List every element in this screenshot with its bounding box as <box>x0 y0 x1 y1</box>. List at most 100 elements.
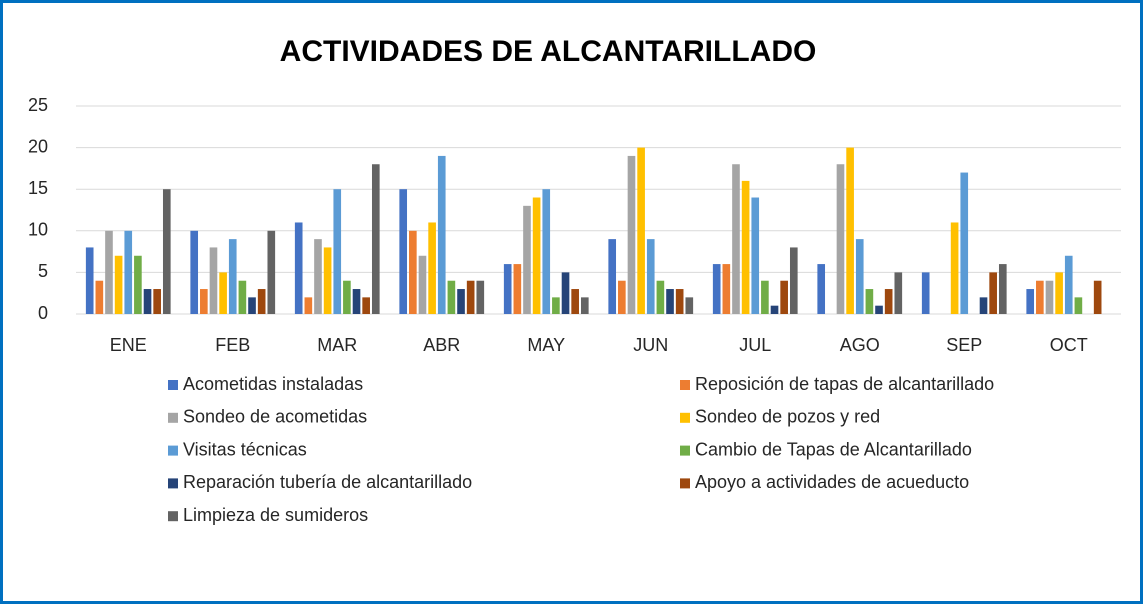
bar <box>571 289 579 314</box>
bar <box>979 297 988 314</box>
bar <box>722 264 731 314</box>
bar <box>437 155 446 314</box>
bar <box>85 247 94 314</box>
legend-label: Acometidas instaladas <box>183 374 363 394</box>
bar <box>362 297 370 314</box>
bar <box>1093 280 1102 314</box>
bar <box>656 280 665 314</box>
y-tick-label: 0 <box>38 303 48 323</box>
bar <box>998 264 1007 314</box>
x-tick-label: JUN <box>633 335 668 355</box>
bar <box>209 247 218 314</box>
bar <box>124 230 133 314</box>
bar <box>637 147 645 314</box>
chart-title: ACTIVIDADES DE ALCANTARILLADO <box>280 35 817 68</box>
bar <box>200 289 208 314</box>
bar <box>143 289 152 314</box>
bar <box>371 164 380 314</box>
legend-label: Sondeo de pozos y red <box>695 407 880 427</box>
legend-swatch <box>168 511 178 522</box>
bar <box>846 147 854 314</box>
bar <box>267 230 276 314</box>
bar <box>960 172 969 314</box>
bar <box>675 289 684 314</box>
bar <box>134 255 142 314</box>
bar <box>627 155 636 314</box>
bar <box>343 280 351 314</box>
x-tick-label: ENE <box>110 335 147 355</box>
bar <box>114 255 123 314</box>
bar <box>466 280 475 314</box>
bar <box>712 264 721 314</box>
x-tick-label: MAR <box>317 335 357 355</box>
bar <box>323 247 332 314</box>
bar <box>1026 289 1035 314</box>
x-tick-label: JUL <box>739 335 771 355</box>
bar <box>646 239 655 314</box>
bar <box>580 297 589 314</box>
bar <box>294 222 303 314</box>
bar <box>855 239 864 314</box>
legend-label: Cambio de Tapas de Alcantarillado <box>695 439 972 459</box>
bar <box>447 280 456 314</box>
bar <box>257 289 266 314</box>
bar <box>162 189 171 314</box>
bar <box>1045 280 1054 314</box>
bar <box>190 230 199 314</box>
bar <box>457 289 465 314</box>
bar <box>1055 272 1063 314</box>
bar <box>865 289 874 314</box>
legend-swatch <box>680 380 690 390</box>
bar <box>751 197 760 314</box>
bar <box>418 255 427 314</box>
bar <box>618 280 626 314</box>
bar <box>523 205 531 314</box>
bar <box>552 297 560 314</box>
bar <box>875 305 883 314</box>
bar <box>770 305 779 314</box>
bar <box>921 272 930 314</box>
legend-swatch <box>168 412 178 423</box>
bar <box>532 197 541 314</box>
y-tick-label: 15 <box>28 178 48 198</box>
bar <box>741 180 750 314</box>
bar <box>513 264 522 314</box>
bar <box>542 189 551 314</box>
bar <box>761 280 769 314</box>
bar <box>732 164 740 314</box>
bar <box>817 264 826 314</box>
y-tick-label: 20 <box>28 136 48 156</box>
x-tick-label: OCT <box>1050 335 1088 355</box>
legend-label: Reparación tubería de alcantarillado <box>183 472 472 492</box>
bar <box>989 272 997 314</box>
bar <box>238 280 247 314</box>
bar <box>352 289 361 314</box>
bar <box>219 272 227 314</box>
y-tick-label: 10 <box>28 220 48 240</box>
x-tick-label: MAY <box>527 335 565 355</box>
legend-label: Sondeo de acometidas <box>183 407 367 427</box>
legend-swatch <box>168 380 178 390</box>
bar <box>333 189 342 314</box>
x-tick-label: ABR <box>423 335 460 355</box>
legend-swatch <box>680 412 690 423</box>
legend-swatch <box>168 478 178 489</box>
bar <box>894 272 903 314</box>
legend-swatch <box>680 478 690 489</box>
bar <box>314 239 322 314</box>
bar <box>399 189 408 314</box>
bar <box>666 289 674 314</box>
bar <box>228 239 237 314</box>
bar <box>789 247 798 314</box>
bar <box>1074 297 1083 314</box>
legend-swatch <box>168 445 178 456</box>
bar <box>95 280 104 314</box>
bar <box>1036 280 1044 314</box>
legend-label: Reposición de tapas de alcantarillado <box>695 374 994 394</box>
bar <box>780 280 788 314</box>
bar <box>248 297 256 314</box>
bar <box>476 280 485 314</box>
bar <box>153 289 161 314</box>
